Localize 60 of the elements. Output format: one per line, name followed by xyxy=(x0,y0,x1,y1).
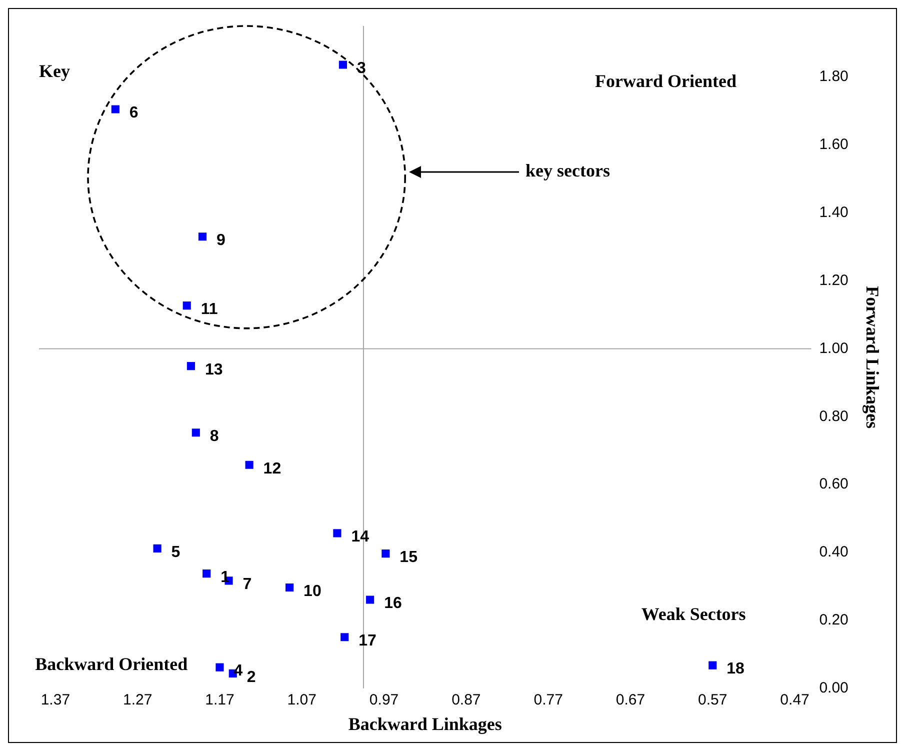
y-tick-label: 0.80 xyxy=(819,408,848,425)
annotation: 2 xyxy=(246,668,256,686)
point xyxy=(366,596,374,604)
point xyxy=(111,105,120,114)
point xyxy=(286,583,294,592)
annotation: Key xyxy=(39,61,70,82)
point xyxy=(202,570,211,578)
y-tick-label: 1.80 xyxy=(819,68,848,86)
point xyxy=(192,428,200,437)
point xyxy=(182,302,191,310)
y-tick-label: 1.20 xyxy=(819,272,848,289)
x-tick-label: 0.87 xyxy=(452,692,481,709)
y-tick-label: 0.40 xyxy=(819,544,848,561)
annotation: 7 xyxy=(242,576,252,594)
point xyxy=(186,362,196,370)
y-tick-label: 0.60 xyxy=(819,476,848,493)
annotation: 15 xyxy=(400,548,418,566)
point xyxy=(338,60,347,69)
x-tick-label: 0.97 xyxy=(369,692,399,709)
annotation: 8 xyxy=(210,428,219,446)
x-tick-label: 1.27 xyxy=(122,692,152,709)
y-tick-label: 0.00 xyxy=(819,680,848,697)
point xyxy=(216,663,224,672)
point xyxy=(340,633,349,642)
annotation: 12 xyxy=(263,460,282,478)
annotation: 16 xyxy=(384,595,402,612)
annotation: 13 xyxy=(204,361,223,378)
point xyxy=(708,661,717,670)
point xyxy=(382,550,390,558)
annotation: 1 xyxy=(220,568,230,586)
annotation: 4 xyxy=(234,662,243,680)
x-tick-label: 0.57 xyxy=(698,692,728,709)
annotation: Backward Oriented xyxy=(35,654,188,674)
annotation: 5 xyxy=(171,544,180,561)
annotation: Forward Oriented xyxy=(594,70,736,91)
x-tick-label: 0.67 xyxy=(616,692,646,709)
y-tick-label: 1.00 xyxy=(819,340,848,357)
annotation: 11 xyxy=(200,300,218,318)
x-tick-label: 1.07 xyxy=(287,692,316,709)
x-tick-label: 1.17 xyxy=(205,692,234,709)
x-tick-label: 0.47 xyxy=(780,692,810,709)
annotation: 18 xyxy=(726,660,745,678)
x-tick-label: 1.37 xyxy=(40,692,70,709)
x-tick-label: 0.77 xyxy=(534,692,563,709)
point xyxy=(153,544,162,552)
point xyxy=(245,460,254,469)
point xyxy=(198,232,207,241)
annotation: 6 xyxy=(129,104,138,122)
x-axis-title: Backward Linkages xyxy=(348,714,502,734)
annotation: 9 xyxy=(216,232,226,250)
y-axis-title: Forward Linkages xyxy=(862,286,883,428)
y-tick-label: 1.40 xyxy=(819,204,848,221)
annotation: 14 xyxy=(351,528,370,546)
annotation: 17 xyxy=(358,632,376,650)
y-tick-label: 1.60 xyxy=(819,136,848,154)
y-tick-label: 0.20 xyxy=(819,612,848,629)
point xyxy=(333,529,342,538)
annotation: 10 xyxy=(304,582,322,600)
annotation: Weak Sectors xyxy=(641,604,746,624)
annotation: key sectors xyxy=(525,160,610,180)
